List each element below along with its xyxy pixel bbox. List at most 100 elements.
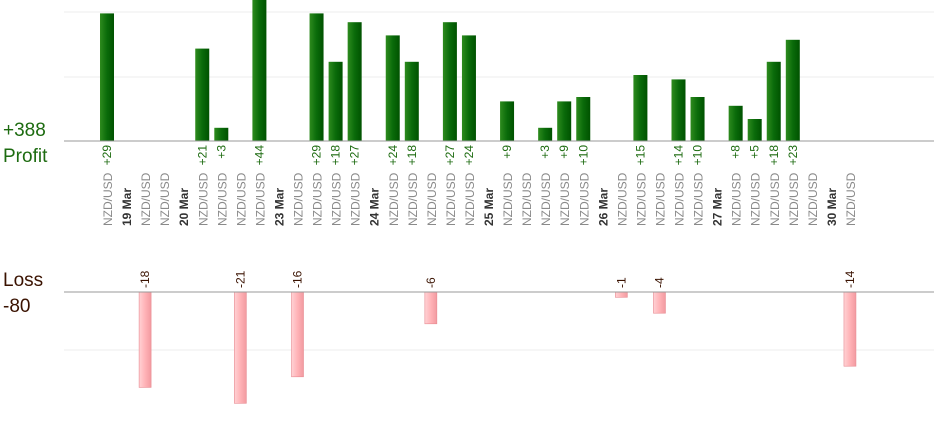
profit-bar <box>214 127 229 141</box>
profit-bar <box>100 13 114 141</box>
pair-label: NZD/USD <box>463 172 477 226</box>
date-label: 19 Mar <box>120 188 134 226</box>
pair-label: NZD/USD <box>253 172 267 226</box>
profit-value-label: +18 <box>767 145 781 166</box>
profit-value-label: +3 <box>214 145 228 159</box>
loss-value-label: -21 <box>233 270 247 288</box>
date-label: 24 Mar <box>368 188 382 226</box>
pair-label: NZD/USD <box>330 172 344 226</box>
pair-label: NZD/USD <box>787 172 801 226</box>
pair-label: NZD/USD <box>768 172 782 226</box>
profit-bar <box>461 35 476 141</box>
loss-value-label: -18 <box>138 270 152 288</box>
profit-value-label: +15 <box>633 145 647 166</box>
pair-label: NZD/USD <box>101 172 115 226</box>
loss-value-label: -1 <box>614 277 628 288</box>
loss-bar <box>424 291 438 325</box>
loss-bar <box>615 291 628 298</box>
profit-value-label: +24 <box>462 145 476 166</box>
profit-bar <box>671 79 686 141</box>
pair-label: NZD/USD <box>196 172 210 226</box>
profit-bar <box>785 39 800 141</box>
profit-bar <box>500 101 515 141</box>
pair-label: NZD/USD <box>653 172 667 226</box>
date-label: 20 Mar <box>177 188 191 226</box>
profit-label: Profit <box>3 146 48 167</box>
pair-label: NZD/USD <box>692 172 706 226</box>
date-label: 23 Mar <box>272 188 286 226</box>
pair-label: NZD/USD <box>520 172 534 226</box>
profit-value-label: +23 <box>786 145 800 166</box>
profit-value-label: +10 <box>691 145 705 166</box>
loss-bar <box>843 291 857 367</box>
profit-bar <box>576 97 591 141</box>
profit-bar <box>557 101 572 141</box>
profit-value-label: +5 <box>748 145 762 159</box>
profit-value-label: +24 <box>386 145 400 166</box>
pair-label: NZD/USD <box>577 172 591 226</box>
pair-label: NZD/USD <box>539 172 553 226</box>
date-label: 27 Mar <box>711 188 725 226</box>
profit-value-label: +29 <box>100 145 114 166</box>
profit-value-label: +14 <box>672 145 686 166</box>
profit-value-label: +44 <box>252 145 266 166</box>
profit-value-label: +29 <box>310 145 324 166</box>
pair-label: NZD/USD <box>673 172 687 226</box>
profit-bar <box>690 97 705 141</box>
loss-bar <box>138 291 152 388</box>
pair-label: NZD/USD <box>387 172 401 226</box>
pair-label: NZD/USD <box>501 172 515 226</box>
profit-bar <box>766 61 781 141</box>
profit-bar <box>252 0 267 141</box>
profit-value-label: +27 <box>348 145 362 166</box>
profit-bar <box>328 61 343 141</box>
pair-label: NZD/USD <box>806 172 820 226</box>
profit-bar <box>347 22 362 142</box>
profit-bar <box>747 119 762 141</box>
profit-value-label: +10 <box>576 145 590 166</box>
date-label: 26 Mar <box>596 188 610 226</box>
profit-bar <box>385 35 400 141</box>
profit-bar <box>728 105 743 141</box>
profit-total: +388 <box>3 120 46 141</box>
profit-bar <box>404 61 419 141</box>
pair-label: NZD/USD <box>215 172 229 226</box>
date-label: 25 Mar <box>482 188 496 226</box>
pair-label: NZD/USD <box>425 172 439 226</box>
pair-label: NZD/USD <box>234 172 248 226</box>
pair-label: NZD/USD <box>158 172 172 226</box>
loss-value-label: -16 <box>291 270 305 288</box>
profit-value-label: +18 <box>405 145 419 166</box>
loss-bar <box>291 291 304 378</box>
profit-value-label: +3 <box>538 145 552 159</box>
pair-label: NZD/USD <box>406 172 420 226</box>
profit-bar <box>633 75 648 141</box>
date-label: 30 Mar <box>825 188 839 226</box>
profit-value-label: +8 <box>729 145 743 159</box>
profit-value-label: +27 <box>443 145 457 166</box>
profit-value-label: +21 <box>195 145 209 166</box>
pair-label: NZD/USD <box>615 172 629 226</box>
pair-label: NZD/USD <box>634 172 648 226</box>
pair-label: NZD/USD <box>139 172 153 226</box>
pair-label: NZD/USD <box>730 172 744 226</box>
loss-bar <box>234 291 247 404</box>
loss-value-label: -14 <box>843 270 857 288</box>
loss-bar <box>653 291 666 314</box>
pair-label: NZD/USD <box>311 172 325 226</box>
pair-label: NZD/USD <box>749 172 763 226</box>
profit-value-label: +18 <box>329 145 343 166</box>
loss-value-label: -6 <box>424 277 438 288</box>
profit-bar <box>538 127 553 141</box>
profit-value-label: +9 <box>500 145 514 159</box>
pair-label: NZD/USD <box>558 172 572 226</box>
loss-total: -80 <box>3 296 31 317</box>
profit-value-label: +9 <box>557 145 571 159</box>
profit-bar <box>309 13 324 141</box>
pair-label: NZD/USD <box>292 172 306 226</box>
pair-label: NZD/USD <box>349 172 363 226</box>
pair-label: NZD/USD <box>444 172 458 226</box>
profit-bar <box>195 48 210 141</box>
